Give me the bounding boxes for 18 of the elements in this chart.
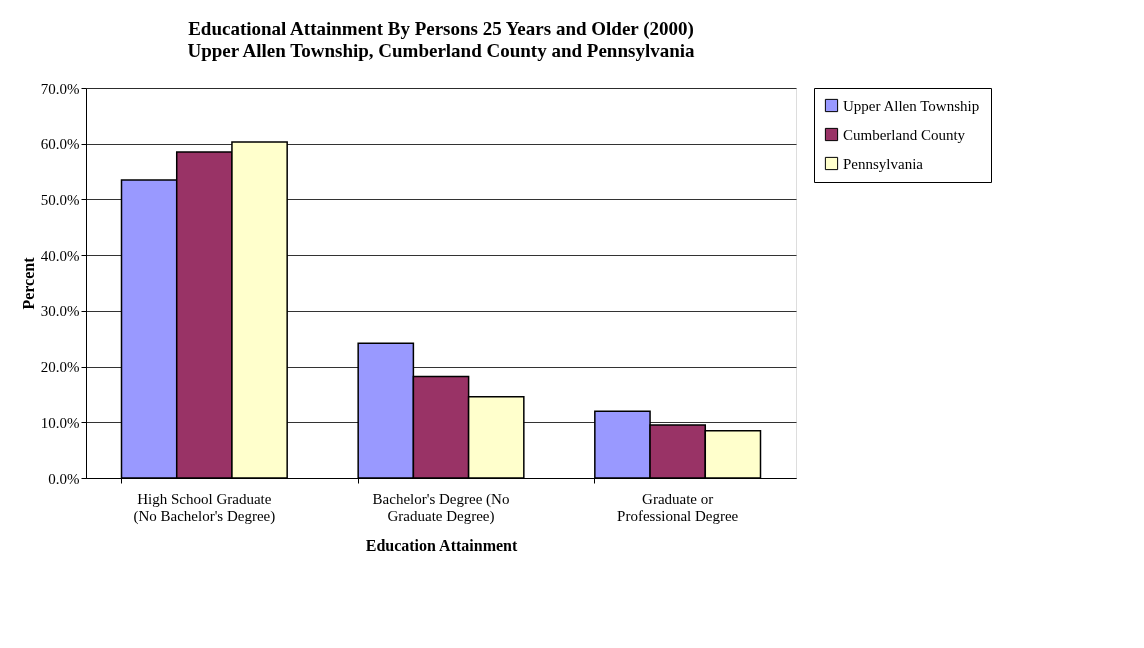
y-tick-label: 70.0%	[40, 80, 80, 97]
chart-subtitle: Upper Allen Township, Cumberland County and Pennsylvania	[187, 40, 695, 61]
y-tick-label: 30.0%	[40, 303, 80, 320]
x-tick-label: Graduate or Professional Degree	[617, 490, 739, 524]
y-tick-label: 60.0%	[40, 136, 80, 153]
y-tick-label: 0.0%	[48, 470, 80, 487]
y-tick-label: 20.0%	[40, 359, 80, 376]
legend-label: Upper Allen Township	[843, 97, 980, 114]
x-axis-title: Education Attainment	[365, 536, 518, 554]
y-tick-label: 50.0%	[40, 191, 80, 208]
x-tick-label: Bachelor's Degree (No Graduate Degree)	[372, 490, 510, 525]
y-tick-label: 10.0%	[40, 414, 80, 431]
chart-title: Educational Attainment By Persons 25 Years and Older (2000)	[188, 18, 694, 40]
x-tick-label: High School Graduate (No Bachelor's Degree)	[133, 490, 276, 525]
y-axis-title: Percent	[19, 256, 37, 310]
legend-label: Pennsylvania	[843, 155, 924, 172]
legend-label: Cumberland County	[843, 126, 966, 143]
y-tick-label: 40.0%	[40, 247, 80, 264]
